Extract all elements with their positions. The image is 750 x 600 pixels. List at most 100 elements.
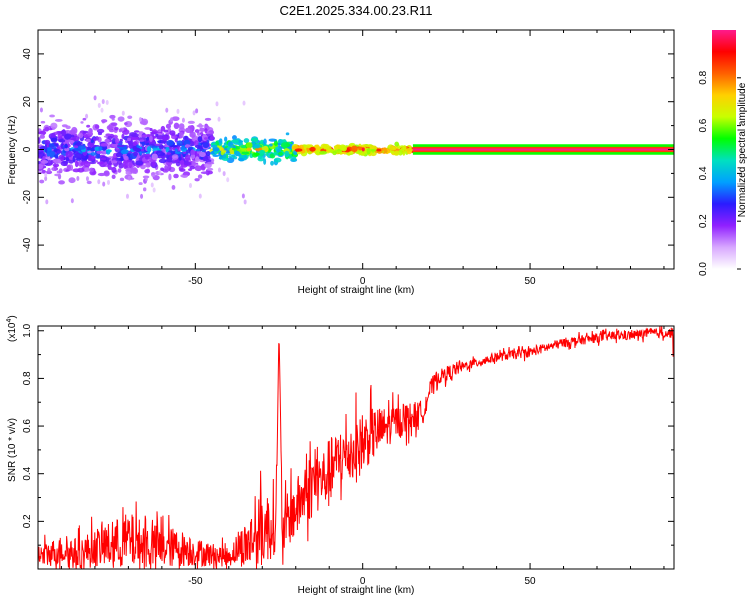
spectrogram-cell [178,156,182,161]
spectrogram-cell [52,163,60,168]
spectrogram-outlier [102,181,106,187]
spectrogram-cell [246,142,253,149]
spectrogram-cell [83,161,91,168]
spectrogram-cell [258,149,266,155]
spectrogram-cell [231,139,239,143]
spectrogram-outlier [241,193,245,199]
spectrogram-outlier [45,199,49,205]
spectrogram-cell [197,174,203,179]
spectrogram-cell [80,161,85,166]
spectrogram-cell [72,155,76,163]
spectrogram-cell [151,135,157,139]
snr-frame [37,325,675,570]
spectrogram-cell [95,154,101,159]
spectrogram-cell [171,185,176,190]
spectrogram-cell [155,150,164,157]
spectrogram-ytick-label: 40 [22,48,33,60]
spectrogram-cell [389,145,395,151]
spectrogram-cell [273,140,278,146]
spectrogram-outlier [217,167,221,173]
snr-xlabel: Height of straight line (km) [298,585,415,596]
spectrogram-cell [138,182,143,186]
spectrogram-cell [116,144,125,148]
spectrogram-outlier [97,179,101,185]
spectrogram-cell [393,150,400,156]
spectrogram-outlier [121,110,125,116]
spectrogram-cell [54,118,63,122]
snr-ytick-label: 0.8 [22,371,33,385]
spectrogram-cell [124,122,128,126]
spectrogram-cell [286,143,291,147]
spectrogram-cell [162,135,168,142]
spectrogram-cell [120,155,124,162]
snr-ytick-label: 0.4 [22,466,33,480]
spectrogram-cell [60,129,67,137]
spectrogram-cell [125,170,131,175]
spectrogram-cell [174,151,182,155]
spectrogram-outlier [76,175,80,181]
spectrogram-cell [58,138,66,143]
spectrogram-cell [273,151,279,156]
spectrogram-cell [90,152,97,156]
spectrogram-cell [103,171,110,177]
spectrogram-cell [180,146,187,150]
spectrogram-cell [315,144,320,152]
spectrogram-cell [133,151,138,157]
spectrogram-cell [204,128,208,133]
spectrogram-cell [291,156,297,162]
spectrogram-cell [280,142,289,149]
spectrogram-cell [132,141,138,146]
spectrogram-cell [111,174,116,180]
spectrogram-cell [199,151,206,158]
spectrogram-cell [85,138,91,143]
spectrogram-cell [145,136,150,141]
spectrogram-cell [227,141,234,147]
spectrogram-cell [101,119,108,123]
spectrogram-cell [119,177,125,182]
spectrogram-cell [118,128,123,133]
snr-xtick-label: -50 [188,576,203,587]
spectrogram-cell [116,159,122,166]
spectrogram-outlier [44,172,48,178]
snr-panel: -50 0 50 0.2 0.4 0.6 0.8 1.0 Height of straight… [6,315,675,596]
spectrogram-cell [88,128,93,135]
spectrogram-cell [38,164,44,170]
spectrogram-cell [273,157,282,163]
spectrogram-cell [182,172,188,176]
snr-ytick-label: 0.6 [22,419,33,433]
spectrogram-cell [319,150,328,155]
spectrogram-cell [121,129,130,135]
spectrogram-cell [44,139,51,145]
spectrogram-cell [199,127,205,132]
spectrogram-cell [47,160,53,165]
spectrogram-cell [237,140,244,143]
spectrogram-cell [92,138,97,142]
spectrogram-cell [97,131,103,136]
spectrogram-cell [38,160,41,165]
spectrogram-cell [117,168,122,173]
spectrogram-cell [187,120,195,124]
spectrogram-outlier [188,183,192,189]
spectrogram-ytick-label: -20 [22,190,33,205]
spectrogram-cell [151,161,156,167]
spectrogram-cell [142,187,147,192]
spectrogram-cell [285,132,290,136]
spectrogram-panel: -50 0 50 -40 -20 0 20 40 Height of straight lin… [7,29,675,296]
spectrogram-cell [68,177,76,184]
spectrogram-outlier [39,107,43,113]
spectrogram-outlier [226,177,230,183]
spectrogram-cell [305,144,312,149]
spectrogram-cell [210,135,214,140]
spectrogram-cell [40,120,46,124]
spectrogram-cell [179,168,186,172]
spectrogram-cell [369,149,377,152]
spectrogram-cell [195,148,201,152]
spectrogram-cell [38,153,43,158]
spectrogram-cell [53,158,62,164]
spectrogram-cell [54,173,61,177]
spectrogram-cell [179,159,185,166]
spectrogram-cell [38,137,41,144]
spectrogram-cell [139,139,145,142]
spectrogram-cell [288,151,293,155]
snr-xtick-label: 50 [525,576,537,587]
